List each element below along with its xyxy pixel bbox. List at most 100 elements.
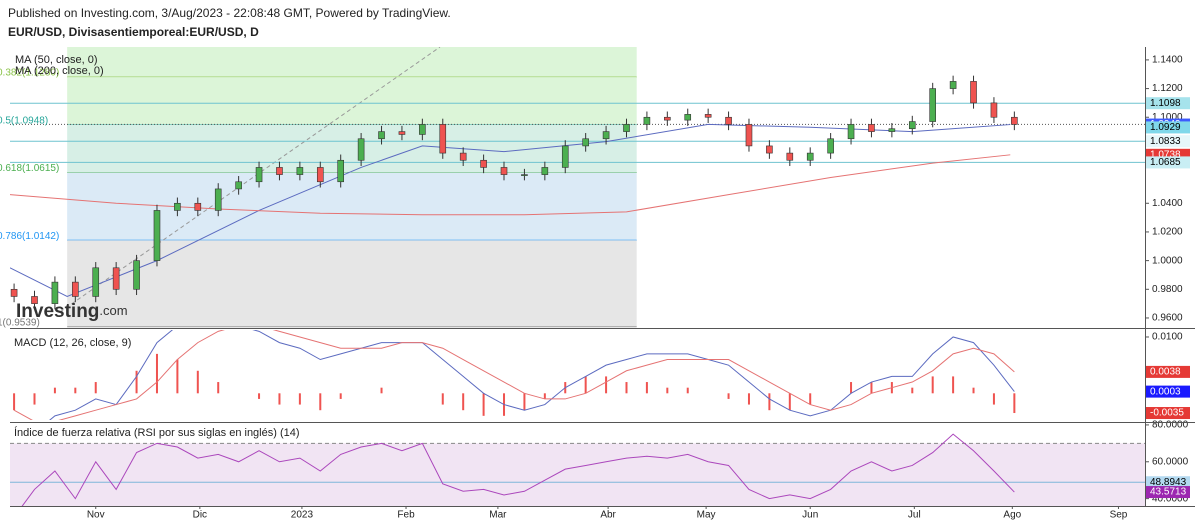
candle-body bbox=[10, 288, 18, 297]
candle-body bbox=[174, 202, 181, 211]
candle-body bbox=[888, 128, 896, 132]
candle-body bbox=[153, 210, 161, 261]
candle-body bbox=[827, 138, 834, 154]
candle-body bbox=[561, 145, 569, 168]
price-pane bbox=[10, 47, 1145, 328]
histogram-bar bbox=[992, 393, 995, 405]
macd-line bbox=[49, 330, 1015, 420]
macd-line bbox=[13, 330, 1015, 420]
candle-body bbox=[112, 267, 120, 290]
candle-body bbox=[847, 124, 855, 140]
macd-pane bbox=[13, 330, 1016, 420]
histogram-bar bbox=[74, 387, 77, 394]
y-tick-label: 0.0100 bbox=[1152, 332, 1183, 343]
histogram-bar bbox=[155, 353, 158, 394]
candle-body bbox=[72, 281, 79, 297]
pane-title: Índice de fuerza relativa (RSI por sus s… bbox=[14, 426, 300, 439]
y-tick-label: 1.0200 bbox=[1152, 227, 1183, 238]
price-label-box bbox=[1146, 385, 1190, 398]
histogram-bar bbox=[747, 393, 750, 405]
candle-body bbox=[929, 88, 936, 122]
candle-body bbox=[255, 167, 263, 183]
price-label: 48.8943 bbox=[1150, 477, 1187, 488]
x-tick-label: Jul bbox=[908, 510, 921, 521]
price-label-box bbox=[1146, 476, 1190, 489]
histogram-bar bbox=[625, 382, 628, 394]
histogram-bar bbox=[196, 370, 199, 394]
y-tick-label: 1.0400 bbox=[1152, 198, 1183, 209]
price-label: 43.5713 bbox=[1150, 487, 1187, 498]
histogram-bar bbox=[482, 393, 485, 416]
histogram-bar bbox=[33, 393, 36, 405]
candle-body bbox=[1011, 116, 1018, 125]
candle-body bbox=[949, 81, 957, 89]
histogram-bar bbox=[135, 370, 138, 394]
candle-body bbox=[745, 124, 753, 147]
candle-body bbox=[582, 138, 589, 147]
histogram-bar bbox=[809, 393, 812, 405]
y-tick-label: 1.1200 bbox=[1152, 83, 1183, 94]
histogram-bar bbox=[13, 393, 16, 411]
price-label-box bbox=[1146, 486, 1190, 499]
candle-body bbox=[276, 167, 283, 175]
x-tick-label: 2023 bbox=[291, 510, 314, 521]
price-label: 1.0833 bbox=[1150, 136, 1181, 147]
price-label-box bbox=[1146, 365, 1190, 378]
candle-body bbox=[602, 131, 610, 140]
price-label-box bbox=[1146, 121, 1190, 134]
fib-label: 0.786(1.0142) bbox=[0, 231, 59, 242]
histogram-bar bbox=[94, 382, 97, 394]
candle-body bbox=[786, 152, 794, 161]
candle-body bbox=[194, 202, 202, 211]
candle-body bbox=[214, 188, 222, 211]
histogram-bar bbox=[441, 393, 444, 405]
candle-body bbox=[235, 181, 242, 190]
candle-body bbox=[357, 138, 365, 161]
candle-body bbox=[521, 174, 528, 176]
candle-body bbox=[766, 145, 773, 154]
symbol: EUR/USD, Divisasentiemporeal:EUR/USD, D bbox=[8, 25, 259, 39]
histogram-bar bbox=[217, 382, 220, 394]
y-tick-label: 0.9800 bbox=[1152, 284, 1183, 295]
histogram-bar bbox=[870, 382, 873, 394]
price-label: 1.0738 bbox=[1150, 149, 1181, 160]
candle-body bbox=[459, 152, 467, 161]
y-tick-label: 1.1000 bbox=[1152, 112, 1183, 123]
price-label-box bbox=[1146, 407, 1190, 420]
candle-body bbox=[296, 167, 304, 175]
histogram-bar bbox=[1013, 393, 1016, 414]
histogram-bar bbox=[788, 393, 791, 411]
trend-line bbox=[59, 47, 441, 313]
candle-body bbox=[908, 121, 916, 130]
candle-body bbox=[500, 167, 508, 175]
fib-zone bbox=[67, 240, 637, 327]
rsi-pane bbox=[10, 433, 1145, 506]
candle-body bbox=[684, 114, 692, 121]
fib-zone bbox=[67, 172, 637, 241]
candle-body bbox=[480, 159, 487, 168]
candle-body bbox=[398, 131, 406, 135]
histogram-bar bbox=[339, 393, 342, 399]
histogram-bar bbox=[952, 376, 955, 394]
legend-entry: MA (50, close, 0) bbox=[15, 54, 98, 66]
histogram-bar bbox=[911, 387, 914, 394]
histogram-bar bbox=[972, 387, 975, 394]
published: Published on Investing.com, 3/Aug/2023 -… bbox=[8, 6, 451, 20]
x-tick-label: Ago bbox=[1003, 510, 1021, 521]
y-tick-label: 80.0000 bbox=[1152, 420, 1189, 431]
candle-body bbox=[419, 124, 426, 135]
histogram-bar bbox=[298, 393, 301, 405]
histogram-bar bbox=[523, 393, 526, 411]
histogram-bar bbox=[666, 387, 669, 394]
x-tick-label: Mar bbox=[489, 510, 507, 521]
logo-text: Investing bbox=[16, 301, 99, 322]
price-label: 0.0038 bbox=[1150, 367, 1181, 378]
candle-body bbox=[92, 267, 100, 297]
histogram-bar bbox=[278, 393, 281, 405]
logo-suffix: .com bbox=[99, 303, 127, 318]
candle-body bbox=[664, 116, 671, 121]
histogram-bar bbox=[605, 376, 608, 394]
candle-body bbox=[623, 124, 630, 132]
price-label: -0.0035 bbox=[1150, 408, 1184, 419]
